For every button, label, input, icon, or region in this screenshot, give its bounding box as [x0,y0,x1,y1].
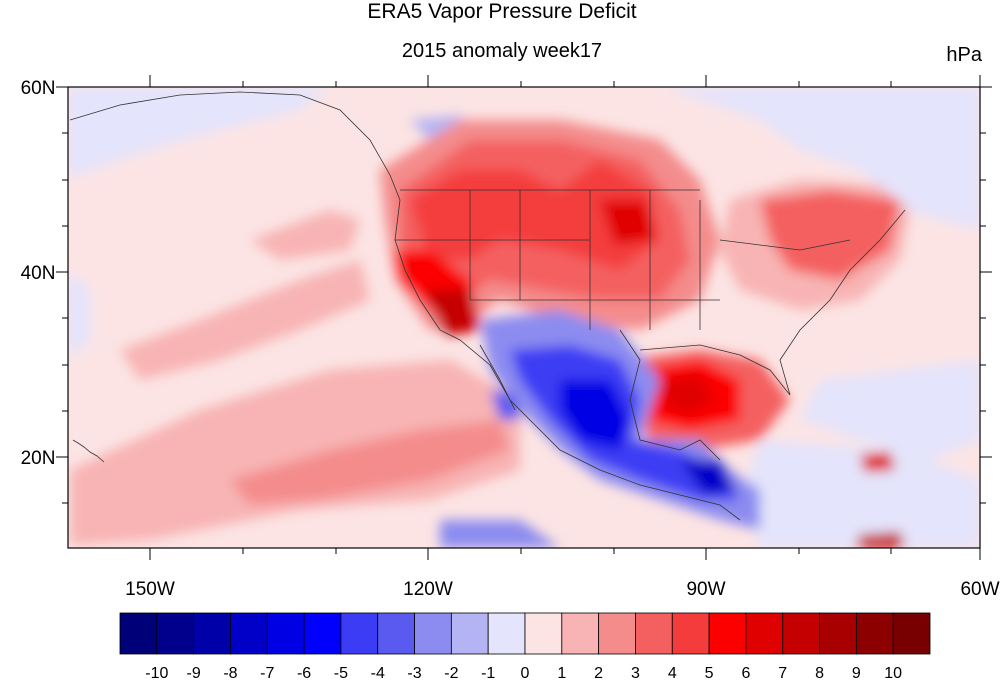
lon-label-90w: 90W [686,579,725,600]
colorbar-label: -8 [223,665,237,681]
colorbar-label: 2 [594,665,603,681]
colorbar-swatch [708,612,747,655]
hawaii-islands [72,439,105,463]
lat-label-40n: 40N [21,263,56,284]
colorbar-label: 9 [852,665,861,681]
colorbar-swatch [450,612,489,655]
colorbar-label: -4 [371,665,385,681]
colorbar-swatch [782,612,820,655]
colorbar-swatch [892,612,931,655]
colorbar-label: -10 [145,665,168,681]
colorbar-swatch [671,612,710,655]
colorbar-label: 10 [884,665,902,681]
map-panel [68,87,980,548]
colorbar-label: -6 [297,665,311,681]
colorbar-swatch [561,612,600,655]
lon-label-60w: 60W [960,579,999,600]
colorbar-label: -9 [187,665,201,681]
colorbar-swatch [487,612,526,655]
colorbar-swatch [819,612,857,655]
lat-label-20n: 20N [21,448,56,469]
colorbar-swatch [266,612,305,655]
colorbar-swatch [230,612,268,655]
colorbar-label: 1 [557,665,566,681]
chart-subtitle: 2015 anomaly week17 [401,40,603,62]
colorbar-swatch [524,612,563,655]
colorbar-swatch [156,612,195,655]
colorbar-label: -3 [407,665,421,681]
colorbar-label: -7 [260,665,274,681]
colorbar-label: -5 [334,665,348,681]
colorbar-swatch [598,612,636,655]
units-label: hPa [946,44,982,66]
colorbar: -10 -9 -8 -7 -6 -5 -4 -3 -2 -1 0 1 2 3 4 5 6 7 8 9 10 [119,612,931,681]
lat-labels: 60N 40N 20N [21,78,56,469]
colorbar-swatch [303,612,342,655]
colorbar-swatch [855,612,894,655]
colorbar-label: 5 [705,665,714,681]
lon-label-150w: 150W [125,579,175,600]
colorbar-label: -1 [481,665,495,681]
lon-label-120w: 120W [403,579,453,600]
colorbar-swatch [193,612,231,655]
colorbar-label: 8 [815,665,824,681]
colorbar-swatch [745,612,784,655]
colorbar-label: 6 [741,665,750,681]
vpd-anomaly-field [68,87,980,548]
colorbar-label: 0 [521,665,530,681]
lon-labels: 150W 120W 90W 60W [125,579,999,600]
colorbar-label: 7 [778,665,787,681]
colorbar-label: -2 [444,665,458,681]
lat-label-60n: 60N [21,78,56,99]
colorbar-swatch [414,612,452,655]
colorbar-swatch [119,612,158,655]
map-ticks [56,75,992,560]
colorbar-swatch [377,612,415,655]
colorbar-swatch [635,612,673,655]
colorbar-label: 4 [668,665,677,681]
coastlines [69,91,906,521]
colorbar-label: 3 [631,665,640,681]
chart-title: ERA5 Vapor Pressure Deficit [367,0,637,23]
colorbar-swatch [340,612,379,655]
